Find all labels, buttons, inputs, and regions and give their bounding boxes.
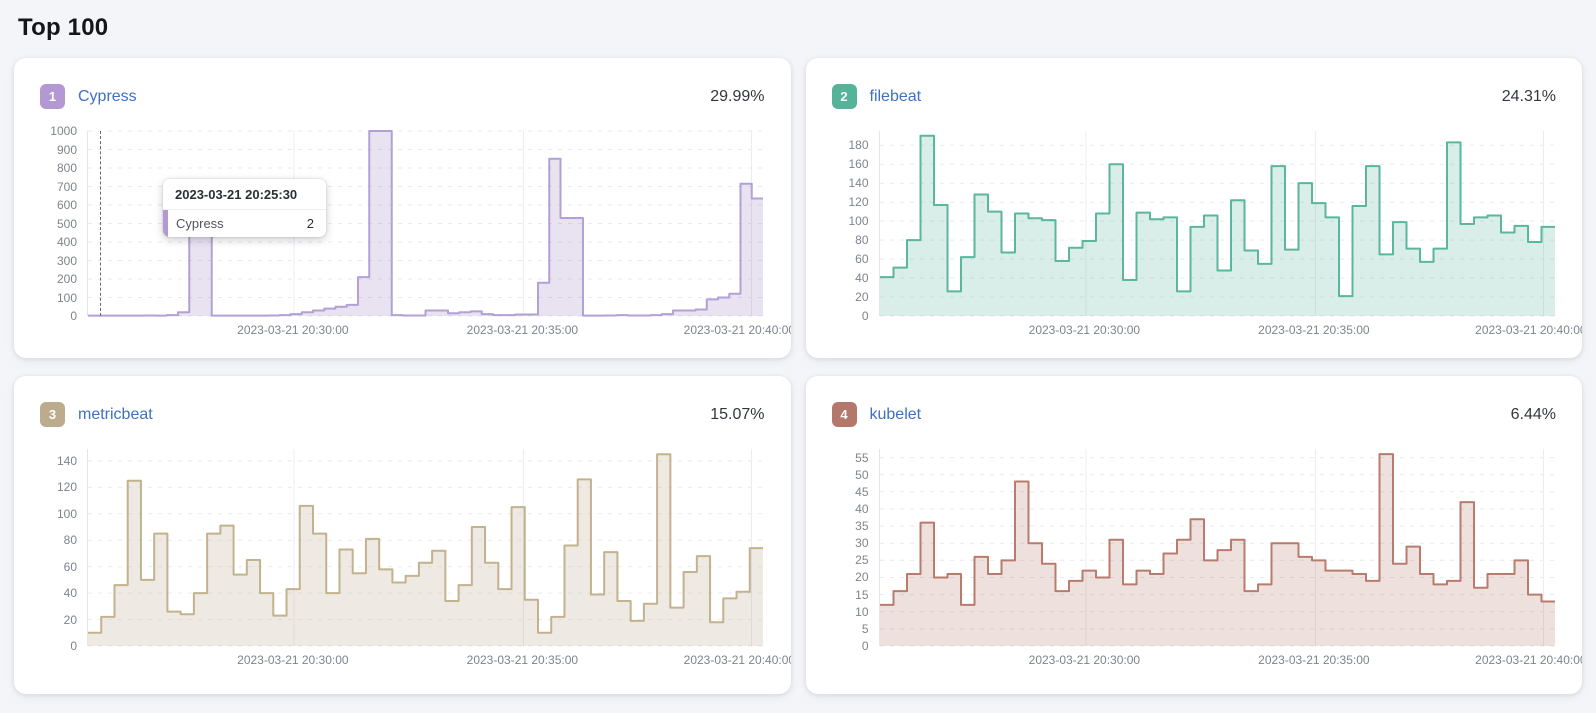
x-tick-label: 2023-03-21 20:30:00 bbox=[1028, 653, 1141, 667]
y-tick-label: 45 bbox=[855, 484, 869, 499]
chart-metricbeat: 0 20 40 60 80 100 120 140 2023-03-21 20:30:00 20… bbox=[14, 449, 791, 668]
y-axis-labels: 0 100 200 300 400 500 600 700 800 900 1000 bbox=[28, 124, 87, 323]
y-tick-label: 0 bbox=[70, 639, 77, 653]
dashboard-row-1: 1 Cypress 29.99% 0 100 200 300 400 500 600 700 8… bbox=[14, 58, 1582, 358]
y-axis-labels: 0 20 40 60 80 100 120 140 bbox=[28, 449, 87, 653]
y-tick-label: 10 bbox=[855, 604, 869, 619]
panel-metricbeat: 3 metricbeat 15.07% 0 20 40 60 80 100 120 140 2… bbox=[14, 376, 791, 694]
dashboard-row-2: 3 metricbeat 15.07% 0 20 40 60 80 100 120 140 2… bbox=[14, 376, 1582, 694]
y-tick-label: 500 bbox=[56, 216, 77, 231]
y-tick-label: 100 bbox=[56, 506, 77, 521]
y-tick-label: 35 bbox=[855, 519, 869, 534]
chart-filebeat: 0 20 40 60 80 100 120 140 160 180 2023-03-21 20:3… bbox=[806, 131, 1582, 338]
rank-badge: 2 bbox=[831, 84, 857, 109]
x-tick-label: 2023-03-21 20:30:00 bbox=[237, 323, 349, 337]
series-link-filebeat[interactable]: filebeat bbox=[869, 87, 922, 105]
y-tick-label: 60 bbox=[855, 252, 869, 267]
x-tick-label: 2023-03-21 20:40:00 bbox=[1475, 323, 1582, 337]
y-tick-label: 0 bbox=[70, 309, 77, 323]
chart-plot[interactable] bbox=[878, 131, 1555, 317]
percent-value: 24.31% bbox=[1501, 87, 1556, 105]
x-tick-label: 2023-03-21 20:30:00 bbox=[237, 653, 349, 667]
y-tick-label: 100 bbox=[56, 290, 77, 305]
y-tick-label: 0 bbox=[861, 309, 869, 323]
rank-badge: 1 bbox=[40, 84, 65, 109]
x-tick-label: 2023-03-21 20:40:00 bbox=[1475, 653, 1582, 667]
chart-plot[interactable] bbox=[878, 449, 1555, 647]
y-tick-label: 80 bbox=[63, 533, 77, 548]
chart-tooltip: 2023-03-21 20:25:30 Cypress 2 bbox=[163, 179, 326, 237]
crosshair-line bbox=[100, 131, 101, 316]
panel-header: 3 metricbeat 15.07% bbox=[14, 376, 791, 427]
series-link-kubelet[interactable]: kubelet bbox=[869, 405, 922, 423]
y-tick-label: 200 bbox=[56, 272, 77, 286]
y-tick-label: 40 bbox=[63, 586, 77, 601]
x-axis-labels: 2023-03-21 20:30:00 2023-03-21 20:35:00 20… bbox=[879, 646, 1582, 668]
x-tick-label: 2023-03-21 20:40:00 bbox=[683, 653, 791, 667]
y-tick-label: 20 bbox=[855, 570, 869, 585]
y-tick-label: 120 bbox=[848, 195, 869, 210]
y-axis-labels: 0 5 10 15 20 25 30 35 40 45 50 55 bbox=[820, 449, 879, 653]
panel-header: 4 kubelet 6.44% bbox=[806, 376, 1583, 427]
y-tick-label: 5 bbox=[861, 621, 869, 636]
y-tick-label: 40 bbox=[855, 271, 869, 286]
x-tick-label: 2023-03-21 20:40:00 bbox=[683, 323, 791, 337]
y-tick-label: 80 bbox=[855, 233, 869, 248]
tooltip-series-label: Cypress bbox=[176, 216, 224, 231]
panel-header: 1 Cypress 29.99% bbox=[14, 58, 791, 109]
chart-kubelet: 0 5 10 15 20 25 30 35 40 45 50 55 2023-03-21 20:30:… bbox=[806, 449, 1582, 668]
y-tick-label: 20 bbox=[63, 612, 77, 627]
rank-badge: 4 bbox=[831, 402, 857, 427]
x-tick-label: 2023-03-21 20:35:00 bbox=[1258, 653, 1370, 667]
y-tick-label: 700 bbox=[56, 179, 77, 194]
chart-cypress: 0 100 200 300 400 500 600 700 800 900 1000 2023-03… bbox=[14, 124, 790, 338]
page-title: Top 100 bbox=[18, 14, 109, 41]
y-tick-label: 800 bbox=[56, 161, 77, 175]
y-tick-label: 180 bbox=[848, 138, 869, 153]
y-tick-label: 0 bbox=[861, 639, 869, 653]
x-axis-labels: 2023-03-21 20:30:00 2023-03-21 20:35:00 20… bbox=[879, 316, 1582, 338]
panel-kubelet: 4 kubelet 6.44% 0 5 10 15 20 25 30 35 40 45 50 55 2… bbox=[805, 376, 1583, 694]
y-tick-label: 30 bbox=[855, 536, 869, 551]
y-tick-label: 400 bbox=[56, 235, 77, 249]
tooltip-series-value: 2 bbox=[306, 216, 314, 231]
series-link-metricbeat[interactable]: metricbeat bbox=[78, 405, 153, 423]
x-tick-label: 2023-03-21 20:30:00 bbox=[1028, 323, 1141, 337]
percent-value: 15.07% bbox=[710, 405, 765, 423]
y-tick-label: 160 bbox=[848, 157, 869, 172]
panel-header: 2 filebeat 24.31% bbox=[806, 58, 1583, 109]
y-tick-label: 140 bbox=[56, 453, 77, 468]
y-tick-label: 1000 bbox=[50, 124, 77, 138]
x-axis-labels: 2023-03-21 20:30:00 2023-03-21 20:35:00 20… bbox=[87, 316, 790, 338]
percent-value: 6.44% bbox=[1510, 405, 1556, 423]
y-axis-labels: 0 20 40 60 80 100 120 140 160 180 bbox=[820, 131, 879, 323]
y-tick-label: 300 bbox=[56, 253, 77, 268]
y-tick-label: 100 bbox=[848, 214, 869, 229]
y-tick-label: 600 bbox=[56, 198, 77, 212]
percent-value: 29.99% bbox=[710, 87, 765, 105]
x-tick-label: 2023-03-21 20:35:00 bbox=[466, 653, 579, 667]
series-link-cypress[interactable]: Cypress bbox=[78, 87, 137, 105]
panel-filebeat: 2 filebeat 24.31% 0 20 40 60 80 100 120 140 160 1… bbox=[805, 58, 1583, 358]
y-tick-label: 15 bbox=[855, 587, 869, 602]
y-tick-label: 900 bbox=[56, 142, 77, 157]
y-tick-label: 20 bbox=[855, 290, 869, 305]
y-tick-label: 40 bbox=[855, 501, 869, 516]
rank-badge: 3 bbox=[40, 402, 65, 427]
chart-plot[interactable] bbox=[87, 449, 763, 647]
x-axis-labels: 2023-03-21 20:30:00 2023-03-21 20:35:00 20… bbox=[87, 646, 790, 668]
y-tick-label: 120 bbox=[56, 480, 77, 495]
panel-cypress: 1 Cypress 29.99% 0 100 200 300 400 500 600 700 8… bbox=[14, 58, 791, 358]
y-tick-label: 50 bbox=[855, 467, 869, 482]
x-tick-label: 2023-03-21 20:35:00 bbox=[1258, 323, 1370, 337]
y-tick-label: 140 bbox=[848, 176, 869, 191]
tooltip-row: Cypress 2 bbox=[163, 210, 326, 237]
y-tick-label: 25 bbox=[855, 553, 869, 568]
chart-plot[interactable]: 2023-03-21 20:25:30 Cypress 2 bbox=[87, 130, 763, 317]
tooltip-timestamp: 2023-03-21 20:25:30 bbox=[163, 179, 326, 210]
y-tick-label: 60 bbox=[63, 559, 77, 574]
tooltip-series-marker bbox=[163, 210, 168, 237]
x-tick-label: 2023-03-21 20:35:00 bbox=[466, 323, 579, 337]
y-tick-label: 55 bbox=[855, 450, 869, 465]
